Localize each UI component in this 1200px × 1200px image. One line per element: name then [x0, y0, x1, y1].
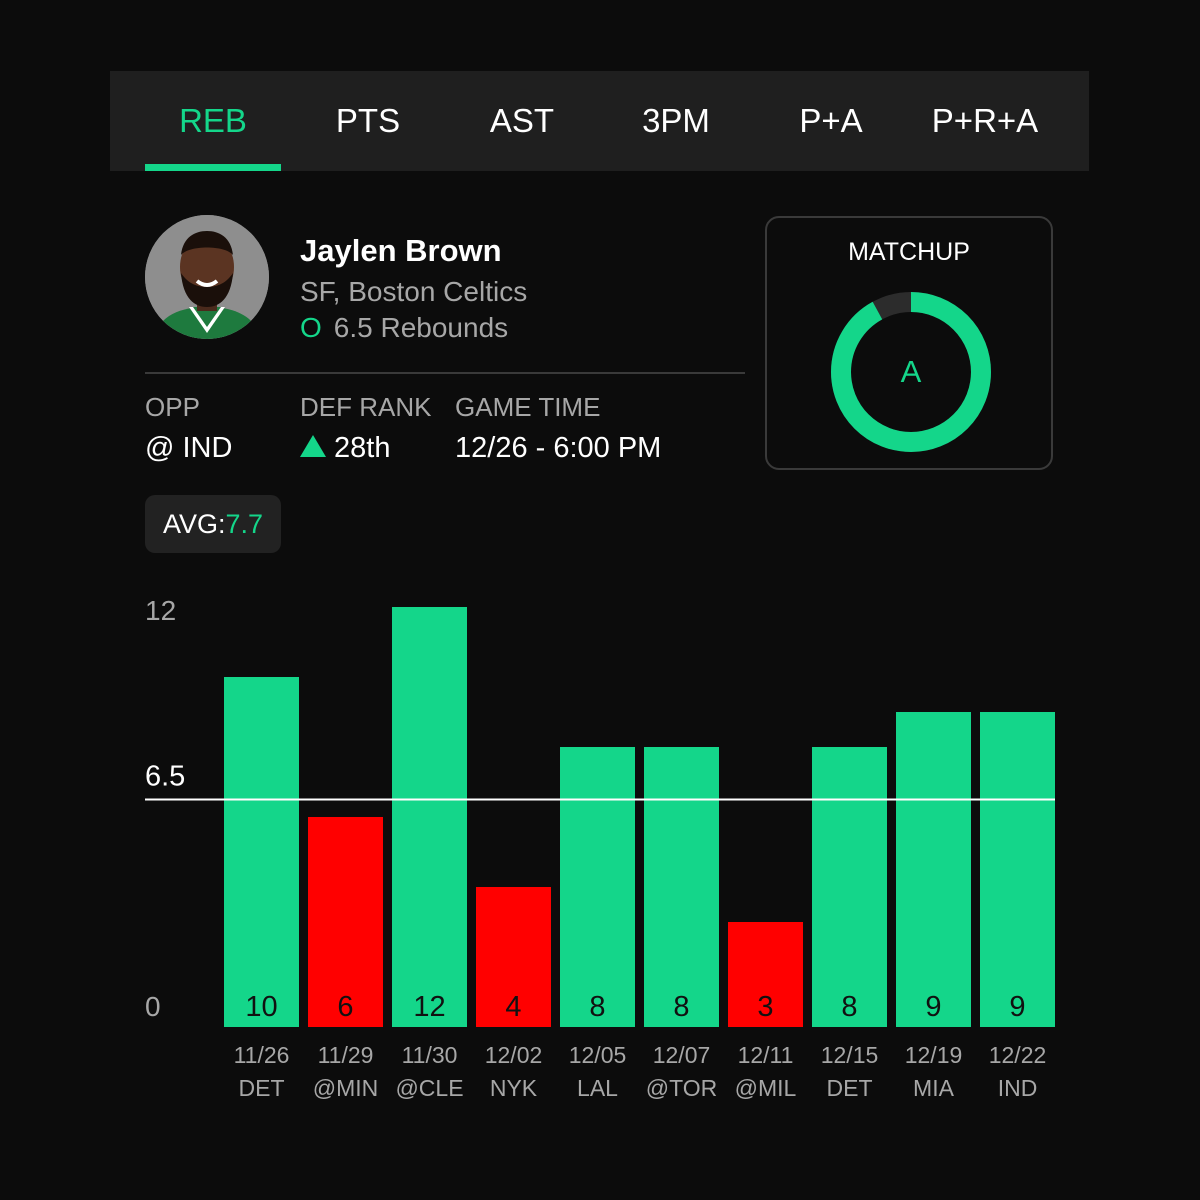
- x-opponent-label: MIA: [913, 1075, 955, 1101]
- game-time-label: GAME TIME: [455, 392, 601, 422]
- matchup-card: MATCHUP A: [765, 216, 1053, 470]
- bar-12/02: [476, 887, 551, 1027]
- def-rank-label: DEF RANK: [300, 392, 432, 422]
- active-tab-indicator: [145, 164, 281, 171]
- bar-value-label: 9: [925, 991, 941, 1023]
- prop-line-text: 6.5 Rebounds: [333, 312, 509, 343]
- x-opponent-label: DET: [239, 1075, 285, 1101]
- x-opponent-label: LAL: [577, 1075, 618, 1101]
- x-date-label: 12/07: [653, 1042, 711, 1068]
- x-date-label: 11/30: [402, 1042, 458, 1068]
- player-avatar: [145, 215, 269, 339]
- tab-pts[interactable]: PTS: [335, 102, 401, 139]
- bar-value-label: 9: [1009, 991, 1025, 1023]
- bar-12/15: [812, 747, 887, 1027]
- x-date-label: 11/29: [318, 1042, 374, 1068]
- x-date-label: 12/15: [821, 1042, 879, 1068]
- bar-value-label: 8: [589, 991, 605, 1023]
- matchup-ring-fill: [831, 292, 991, 452]
- bar-11/26: [224, 677, 299, 1027]
- game-time-value: 12/26 - 6:00 PM: [455, 432, 662, 464]
- x-date-label: 11/26: [234, 1042, 290, 1068]
- up-triangle-icon: [300, 435, 326, 457]
- matchup-ring-icon: [831, 292, 991, 452]
- y-tick-label-max: 12: [145, 595, 176, 626]
- avg-value: 7.7: [225, 508, 264, 539]
- bar-12/05: [560, 747, 635, 1027]
- divider: [145, 372, 745, 374]
- prop-line-label: 6.5: [145, 761, 185, 793]
- bar-12/07: [644, 747, 719, 1027]
- x-date-label: 12/22: [989, 1042, 1047, 1068]
- tab-pra[interactable]: P+R+A: [931, 102, 1039, 139]
- over-under-indicator: O: [300, 312, 322, 343]
- tab-pa[interactable]: P+A: [799, 102, 863, 139]
- x-opponent-label: @MIL: [735, 1075, 797, 1101]
- tab-ast[interactable]: AST: [489, 102, 555, 139]
- bar-12/11: [728, 922, 803, 1027]
- bar-11/30: [392, 607, 467, 1027]
- bar-value-label: 12: [413, 991, 445, 1023]
- bar-value-label: 8: [841, 991, 857, 1023]
- bar-11/29: [308, 817, 383, 1027]
- tab-3pm[interactable]: 3PM: [642, 102, 710, 139]
- x-opponent-label: @TOR: [646, 1075, 717, 1101]
- y-tick-label-zero: 0: [145, 991, 161, 1022]
- x-opponent-label: @MIN: [313, 1075, 379, 1101]
- def-rank-value-group: 28th: [300, 432, 390, 465]
- x-date-label: 12/05: [569, 1042, 627, 1068]
- x-date-label: 12/19: [905, 1042, 963, 1068]
- stat-tabs: REB PTS AST 3PM P+A P+R+A: [110, 71, 1089, 171]
- bar-value-label: 10: [245, 991, 277, 1023]
- player-headshot-icon: [145, 215, 269, 339]
- bar-value-label: 4: [505, 991, 521, 1023]
- opp-label: OPP: [145, 392, 200, 422]
- x-opponent-label: DET: [827, 1075, 873, 1101]
- x-date-label: 12/02: [485, 1042, 543, 1068]
- bar-12/19: [896, 712, 971, 1027]
- x-opponent-label: @CLE: [395, 1075, 463, 1101]
- x-date-label: 12/11: [738, 1042, 794, 1068]
- def-rank-value: 28th: [334, 432, 391, 464]
- bar-12/22: [980, 712, 1055, 1027]
- x-opponent-label: IND: [998, 1075, 1038, 1101]
- avg-label: AVG:: [162, 508, 226, 539]
- player-position-team: SF, Boston Celtics: [300, 276, 528, 307]
- matchup-grade: A: [900, 354, 922, 389]
- bar-value-label: 6: [337, 991, 353, 1023]
- matchup-title: MATCHUP: [848, 238, 970, 266]
- average-badge: AVG: 7.7: [145, 495, 281, 553]
- bar-value-label: 3: [757, 991, 773, 1023]
- player-name: Jaylen Brown: [300, 233, 502, 268]
- player-prop-line: O 6.5 Rebounds: [300, 312, 508, 344]
- bar-value-label: 8: [673, 991, 689, 1023]
- x-opponent-label: NYK: [490, 1075, 538, 1101]
- tab-reb[interactable]: REB: [179, 102, 247, 139]
- opp-value: @ IND: [145, 432, 233, 464]
